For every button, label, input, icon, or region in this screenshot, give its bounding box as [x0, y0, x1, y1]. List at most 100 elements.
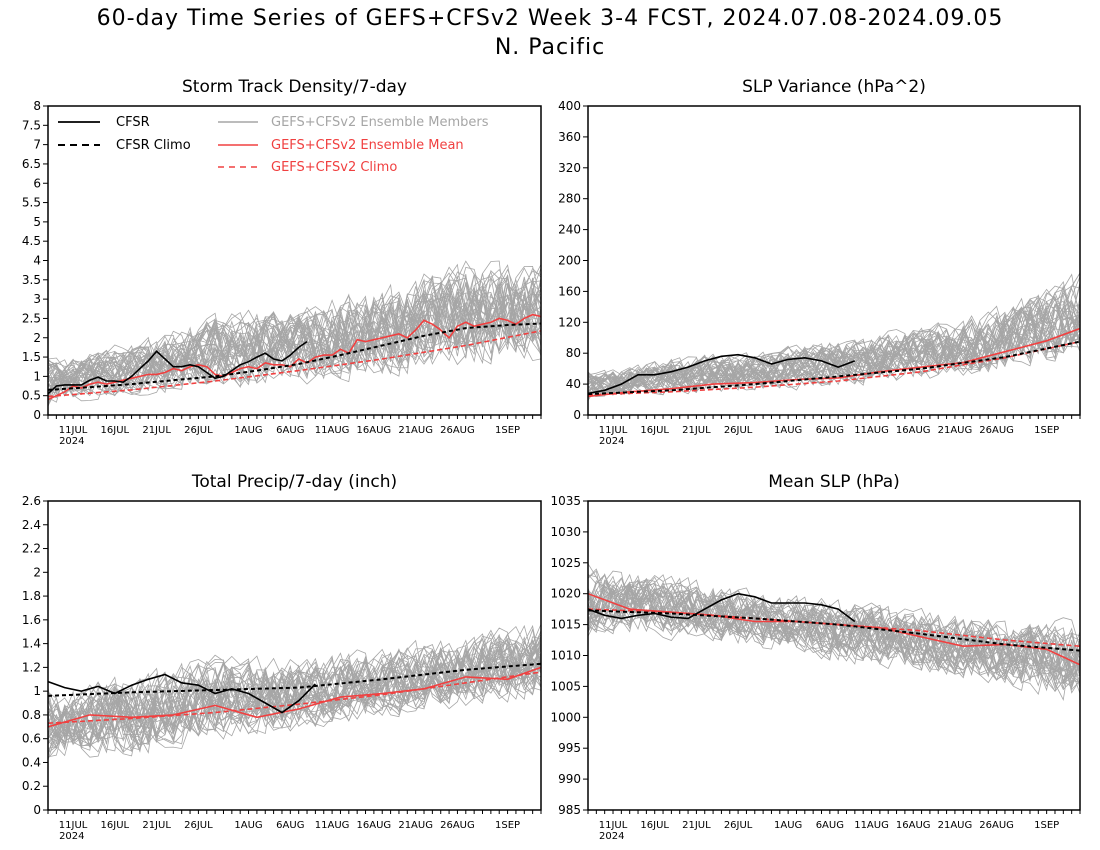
y-tick-label: 2.6	[22, 494, 41, 508]
x-tick-label: 21JUL	[142, 425, 171, 436]
ensemble-member-line	[48, 274, 541, 389]
ensemble-member-line	[588, 300, 1080, 387]
y-tick-label: 1.4	[22, 637, 41, 651]
x-tick-label: 21AUG	[938, 820, 973, 831]
x-tick-label: 26AUG	[979, 820, 1014, 831]
x-tick-label: 21AUG	[398, 425, 433, 436]
x-tick-label: 21JUL	[142, 820, 171, 831]
x-tick-label: 1SEP	[1034, 820, 1059, 831]
y-tick-label: 0	[33, 408, 41, 422]
y-tick-label: 2.2	[22, 542, 41, 556]
ensemble-member-line	[588, 587, 1080, 679]
ensemble-member-line	[48, 279, 541, 393]
x-tick-label: 16JUL	[640, 820, 669, 831]
y-tick-label: 1010	[550, 649, 581, 663]
y-tick-label: 1000	[550, 710, 581, 724]
ensemble-member-line	[48, 272, 541, 397]
x-tick-label: 16AUG	[357, 820, 392, 831]
chart-title: SLP Variance (hPa^2)	[742, 77, 926, 97]
ensemble-member-line	[48, 634, 541, 740]
x-tick-label: 16AUG	[896, 820, 931, 831]
ensemble-member-line	[48, 267, 541, 398]
x-tick-label: 26AUG	[979, 425, 1014, 436]
x-tick-label: 26AUG	[440, 425, 475, 436]
ensemble-member-line	[48, 624, 541, 742]
x-tick-label: 6AUG	[816, 425, 844, 436]
x-tick-label: 11AUG	[315, 425, 350, 436]
y-tick-label: 0.6	[22, 732, 41, 746]
series-gefs-cfsv2-ensemble-mean	[588, 592, 1080, 666]
ensemble-member-line	[48, 623, 541, 749]
legend-label: CFSR	[116, 115, 150, 130]
y-tick-label: 4.5	[22, 234, 41, 248]
x-tick-label: 1SEP	[495, 425, 520, 436]
legend: CFSR CFSR Climo GEFS+CFSv2 Ensemble Member…	[58, 115, 489, 175]
x-tick-label: 11AUG	[315, 820, 350, 831]
ensemble-member-line	[48, 627, 541, 752]
y-tick-label: 0.2	[22, 779, 41, 793]
x-tick-label: 26JUL	[724, 425, 753, 436]
chart-title: Mean SLP (hPa)	[768, 472, 900, 492]
legend-label: GEFS+CFSv2 Ensemble Mean	[271, 138, 464, 153]
x-tick-label: 1AUG	[774, 425, 802, 436]
legend-label: GEFS+CFSv2 Climo	[271, 160, 397, 175]
x-tick-label: 11AUG	[854, 820, 889, 831]
y-tick-label: 6.5	[22, 157, 41, 171]
x-tick-label: 26JUL	[184, 425, 213, 436]
x-tick-label: 16JUL	[640, 425, 669, 436]
plot-area	[588, 563, 1080, 701]
y-tick-label: 4	[33, 254, 41, 268]
x-tick-label: 11JUL	[59, 820, 88, 831]
y-tick-label: 1005	[550, 679, 581, 693]
chart-title: Total Precip/7-day (inch)	[191, 472, 397, 492]
y-tick-label: 160	[558, 284, 581, 298]
y-tick-label: 400	[558, 99, 581, 113]
x-tick-label: 26JUL	[184, 820, 213, 831]
y-tick-label: 2.4	[22, 518, 41, 532]
legend-label: GEFS+CFSv2 Ensemble Members	[271, 115, 489, 130]
x-year-label: 2024	[599, 831, 624, 842]
ensemble-member-line	[48, 268, 541, 403]
ensemble-member-line	[48, 266, 541, 392]
legend-label: CFSR Climo	[116, 138, 191, 153]
ensemble-member-line	[588, 579, 1080, 676]
x-tick-label: 6AUG	[276, 425, 304, 436]
x-tick-label: 1AUG	[774, 820, 802, 831]
series-gefs-cfsv2-ensemble-mean	[48, 313, 541, 401]
chart-panel-2: Total Precip/7-day (inch)00.20.40.60.811…	[22, 472, 542, 842]
y-tick-label: 1020	[550, 587, 581, 601]
y-tick-label: 0	[33, 803, 41, 817]
ensemble-member-line	[588, 292, 1080, 395]
x-tick-label: 26JUL	[724, 820, 753, 831]
series-gefs-cfsv2-climo	[48, 330, 541, 398]
x-tick-label: 21JUL	[682, 820, 711, 831]
y-tick-label: 1030	[550, 525, 581, 539]
ensemble-member-line	[48, 638, 541, 742]
ensemble-member-line	[48, 273, 541, 394]
y-tick-label: 985	[558, 803, 581, 817]
y-tick-label: 3	[33, 292, 41, 306]
y-tick-label: 240	[558, 223, 581, 237]
y-tick-label: 2.5	[22, 311, 41, 325]
x-tick-label: 11JUL	[59, 425, 88, 436]
y-tick-label: 1	[33, 684, 41, 698]
ensemble-member-line	[588, 305, 1080, 398]
y-tick-label: 2	[33, 331, 41, 345]
x-tick-label: 1AUG	[234, 425, 262, 436]
y-tick-label: 990	[558, 772, 581, 786]
x-tick-label: 21JUL	[682, 425, 711, 436]
series-gefs-cfsv2-ensemble-mean	[48, 666, 541, 728]
ensemble-member-line	[48, 627, 541, 757]
y-tick-label: 1015	[550, 618, 581, 632]
x-tick-label: 6AUG	[816, 820, 844, 831]
y-tick-label: 1	[33, 369, 41, 383]
ensemble-member-line	[48, 636, 541, 745]
y-tick-label: 320	[558, 161, 581, 175]
ensemble-member-line	[48, 636, 541, 751]
ensemble-member-line	[48, 647, 541, 758]
y-tick-label: 1.2	[22, 660, 41, 674]
y-tick-label: 1.8	[22, 589, 41, 603]
x-tick-label: 16JUL	[101, 820, 130, 831]
series-gefs-cfsv2-climo	[48, 671, 541, 724]
